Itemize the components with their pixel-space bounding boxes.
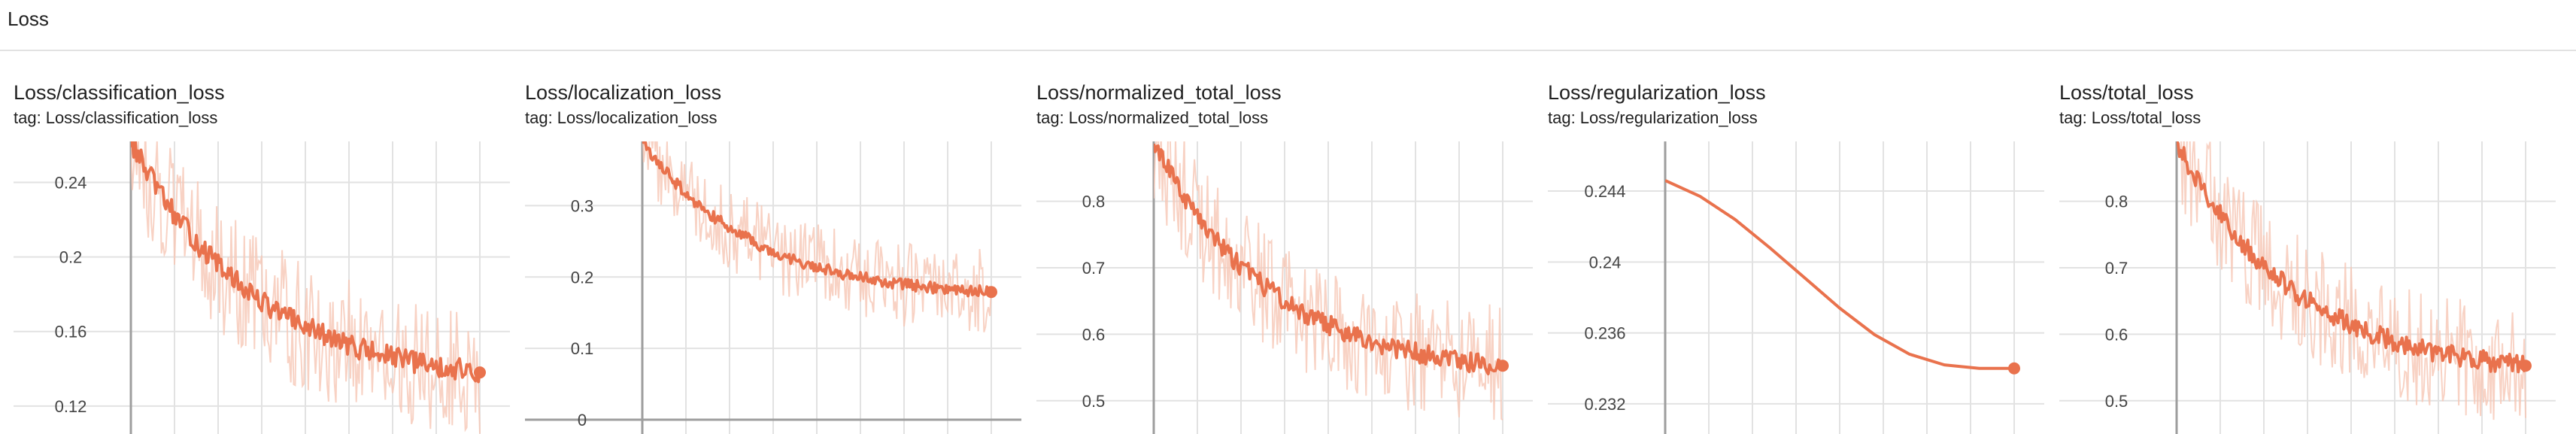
tag-value: Loss/localization_loss: [557, 108, 718, 127]
card-tag: tag: Loss/localization_loss: [525, 108, 717, 128]
series-line[interactable]: [1665, 179, 2014, 370]
card-tag: tag: Loss/classification_loss: [14, 108, 217, 128]
chart-plot-regularization-loss[interactable]: 0.232 0.236 0.24 0.244: [1548, 141, 2044, 434]
y-tick-label: 0.5: [1082, 392, 1106, 411]
y-tick-label: 0.5: [2105, 392, 2128, 411]
y-tick-label: 0.2: [571, 268, 594, 287]
raw-series-line[interactable]: [2177, 141, 2526, 420]
y-tick-label: 0.12: [55, 397, 87, 416]
tag-value: Loss/regularization_loss: [1579, 108, 1758, 127]
tag-value: Loss/total_loss: [2091, 108, 2201, 127]
y-tick-label: 0.232: [1584, 395, 1625, 414]
chart-plot-localization-loss[interactable]: 0 0.1 0.2 0.3: [525, 141, 1021, 434]
raw-series-line[interactable]: [1154, 141, 1503, 421]
chart-card-regularization-loss: Loss/regularization_loss tag: Loss/regula…: [1548, 75, 2044, 434]
tag-prefix: tag:: [2059, 108, 2087, 127]
y-tick-label: 0.8: [1082, 193, 1106, 211]
last-point-marker[interactable]: [474, 366, 486, 379]
chart-card-localization-loss: Loss/localization_loss tag: Loss/localiza…: [525, 75, 1021, 434]
last-point-marker[interactable]: [985, 286, 997, 299]
tag-prefix: tag:: [525, 108, 553, 127]
card-title: Loss/localization_loss: [525, 81, 722, 104]
smoothed-series-line[interactable]: [642, 141, 993, 298]
y-tick-label: 0.244: [1584, 182, 1625, 201]
y-tick-label: 0.16: [55, 323, 87, 341]
card-title: Loss/classification_loss: [14, 81, 225, 104]
last-point-marker[interactable]: [1497, 360, 1509, 372]
card-title: Loss/regularization_loss: [1548, 81, 1766, 104]
chart-plot-normalized-total-loss[interactable]: 0.5 0.6 0.7 0.8: [1036, 141, 1533, 434]
chart-card-classification-loss: Loss/classification_loss tag: Loss/classi…: [14, 75, 510, 434]
card-title: Loss/total_loss: [2059, 81, 2194, 104]
y-tick-label: 0.2: [59, 248, 83, 267]
y-tick-label: 0.1: [571, 339, 594, 358]
smoothed-series-line[interactable]: [2177, 141, 2527, 374]
y-tick-label: 0.6: [2105, 325, 2128, 344]
card-tag: tag: Loss/regularization_loss: [1548, 108, 1758, 128]
tag-prefix: tag:: [1548, 108, 1576, 127]
tag-value: Loss/classification_loss: [45, 108, 218, 127]
y-tick-label: 0.24: [55, 174, 87, 193]
section-title: Loss: [8, 8, 49, 30]
tag-prefix: tag:: [1036, 108, 1064, 127]
tag-prefix: tag:: [14, 108, 41, 127]
card-tag: tag: Loss/total_loss: [2059, 108, 2201, 128]
chart-card-normalized-total-loss: Loss/normalized_total_loss tag: Loss/norm…: [1036, 75, 1533, 434]
chart-plot-total-loss[interactable]: 0.5 0.6 0.7 0.8: [2059, 141, 2556, 434]
card-title: Loss/normalized_total_loss: [1036, 81, 1282, 104]
y-tick-label: 0.7: [1082, 259, 1106, 278]
tag-value: Loss/normalized_total_loss: [1068, 108, 1269, 127]
smoothed-series-line[interactable]: [131, 141, 481, 384]
last-point-marker[interactable]: [2008, 362, 2020, 375]
y-tick-label: 0.3: [571, 196, 594, 215]
card-tag: tag: Loss/normalized_total_loss: [1036, 108, 1268, 128]
smoothed-series-line[interactable]: [1154, 143, 1504, 375]
y-tick-label: 0.7: [2105, 259, 2128, 278]
y-tick-label: 0.236: [1584, 324, 1625, 343]
chart-plot-classification-loss[interactable]: 0.12 0.16 0.2 0.24: [14, 141, 510, 434]
section-header[interactable]: Loss: [0, 0, 2576, 51]
y-tick-label: 0: [578, 411, 587, 429]
last-point-marker[interactable]: [2520, 360, 2532, 372]
y-tick-label: 0.6: [1082, 325, 1106, 344]
y-tick-label: 0.24: [1589, 253, 1622, 272]
chart-card-total-loss: Loss/total_loss tag: Loss/total_loss 0.5 0…: [2059, 75, 2556, 434]
y-tick-label: 0.8: [2105, 193, 2128, 211]
